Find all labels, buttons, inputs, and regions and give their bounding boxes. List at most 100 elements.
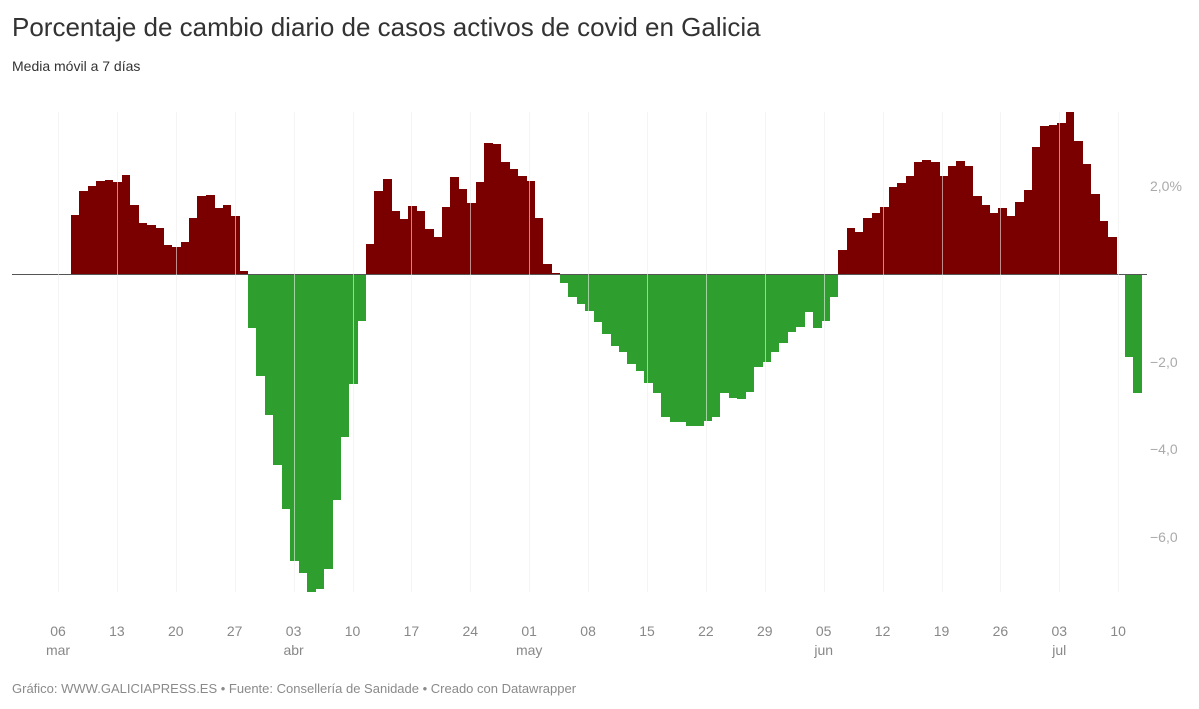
gridline-overlay: [411, 112, 412, 592]
x-axis-tick-label: 12: [874, 623, 891, 639]
data-bar: [821, 274, 830, 321]
data-bar: [509, 168, 519, 274]
data-bar: [332, 274, 342, 500]
data-bar: [753, 274, 763, 367]
data-bar: [593, 274, 603, 323]
data-bar: [205, 195, 215, 274]
data-bar: [1015, 202, 1024, 274]
data-bar: [399, 218, 409, 274]
gridline-overlay: [353, 112, 354, 592]
data-bar: [433, 237, 443, 274]
data-bar: [484, 143, 493, 274]
gridline-overlay: [1118, 112, 1119, 592]
x-axis-tick-label: 13: [109, 623, 125, 639]
x-axis-tick-label: 03 jul: [1051, 623, 1068, 658]
data-bar: [939, 175, 948, 274]
data-bar: [610, 274, 620, 346]
data-bar: [180, 242, 190, 274]
data-bar: [627, 274, 637, 364]
data-bar: [1023, 189, 1033, 274]
data-bar: [1040, 125, 1050, 274]
x-axis-tick-label: 01 may: [515, 623, 543, 658]
y-axis-tick-label: −2,0: [1150, 353, 1178, 370]
x-axis-tick-label: 22: [698, 623, 714, 639]
data-bar: [264, 274, 274, 416]
data-bar: [256, 274, 266, 377]
data-bar: [880, 206, 889, 274]
gridline-overlay: [588, 112, 589, 592]
x-axis-tick-label: 26: [992, 623, 1009, 639]
x-axis-tick-label: 03 abr: [283, 623, 304, 658]
data-bar: [871, 213, 881, 274]
data-bar: [138, 223, 148, 274]
data-bar: [863, 217, 873, 274]
data-bar: [576, 274, 586, 304]
data-bar: [770, 274, 780, 352]
data-bar: [787, 274, 797, 332]
gridline-overlay: [647, 112, 648, 592]
x-axis-tick-label: 27: [226, 623, 243, 639]
data-bar: [973, 196, 982, 274]
data-bar: [585, 274, 594, 311]
data-bar: [897, 182, 906, 274]
data-bar: [96, 181, 105, 274]
gridline-overlay: [176, 112, 177, 592]
data-bar: [1057, 122, 1067, 274]
y-axis-tick-label: −6,0: [1150, 528, 1178, 545]
data-bar: [846, 228, 856, 274]
gridline-overlay: [294, 112, 295, 592]
data-bar: [416, 210, 426, 274]
data-bar: [635, 274, 645, 371]
data-bar: [804, 274, 814, 313]
gridline-overlay: [235, 112, 236, 592]
data-bar: [467, 203, 476, 274]
x-axis-tick-label: 19: [933, 623, 950, 639]
data-bar: [694, 274, 704, 426]
data-bar: [475, 182, 485, 274]
data-bar: [947, 165, 957, 274]
gridline-overlay: [1000, 112, 1001, 592]
data-bar: [964, 165, 974, 274]
x-axis-tick-label: 10: [1110, 623, 1126, 639]
data-bar: [357, 274, 367, 321]
data-bar: [644, 274, 653, 384]
data-bar: [669, 274, 679, 423]
data-bar: [458, 189, 468, 274]
data-bar: [526, 181, 535, 274]
data-bar: [79, 190, 89, 274]
x-axis-tick-label: 10: [344, 623, 361, 639]
data-bar: [1107, 237, 1117, 274]
data-bar: [703, 274, 712, 422]
data-bar: [602, 274, 611, 334]
data-bar: [795, 274, 805, 327]
data-bar: [686, 274, 696, 426]
data-bar: [998, 207, 1008, 274]
gridline-overlay: [706, 112, 707, 592]
data-bar: [981, 204, 991, 274]
data-bar: [121, 175, 131, 274]
data-bar: [239, 270, 249, 274]
data-bar: [130, 204, 139, 274]
x-axis-tick-label: 29: [757, 623, 773, 639]
data-bar: [450, 177, 460, 274]
y-axis-tick-label: −4,0: [1150, 441, 1178, 458]
x-axis-tick-label: 24: [462, 623, 479, 639]
data-bar: [661, 274, 670, 417]
data-bar: [391, 210, 401, 274]
data-bar: [728, 274, 738, 398]
data-bar: [1065, 111, 1075, 274]
gridline-overlay: [529, 112, 530, 592]
data-bar: [812, 274, 822, 328]
data-bar: [500, 161, 510, 274]
data-bar: [146, 224, 156, 274]
data-bar: [163, 245, 173, 274]
data-bar: [104, 179, 114, 274]
gridline-overlay: [765, 112, 766, 592]
data-bar: [854, 231, 864, 274]
data-bar: [838, 249, 847, 274]
data-bar: [492, 143, 502, 274]
x-axis-tick-label: 20: [168, 623, 184, 639]
data-bar: [888, 186, 898, 274]
data-bar: [1082, 164, 1092, 274]
data-bar: [543, 263, 552, 274]
